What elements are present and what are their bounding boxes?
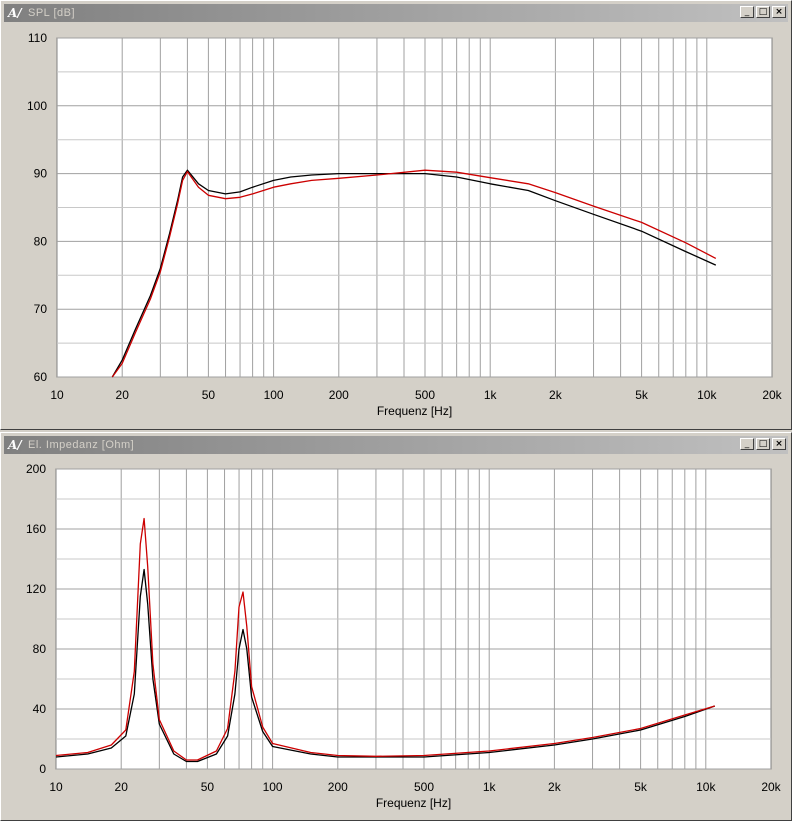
x-tick-label: 5k — [634, 780, 648, 794]
x-axis-label: Frequenz [Hz] — [376, 796, 451, 810]
impedance-titlebar[interactable]: A/ El. Impedanz [Ohm] _ □ × — [4, 436, 788, 454]
x-tick-label: 20k — [762, 388, 782, 402]
x-tick-label: 2k — [548, 780, 562, 794]
x-tick-label: 10 — [49, 780, 63, 794]
minimize-button[interactable]: _ — [740, 438, 754, 450]
spl-titlebar[interactable]: A/ SPL [dB] _ □ × — [4, 4, 788, 22]
y-tick-label: 120 — [26, 582, 46, 596]
grid — [56, 468, 771, 770]
impedance-window-title: El. Impedanz [Ohm] — [28, 439, 135, 451]
minimize-button[interactable]: _ — [740, 6, 754, 18]
spl-window: A/ SPL [dB] _ □ × 110 100 90 80 70 60 10 20 50 10… — [0, 0, 792, 430]
x-axis-label: Frequenz [Hz] — [377, 404, 452, 418]
x-tick-label: 100 — [264, 388, 284, 402]
x-tick-label: 10k — [696, 780, 716, 794]
app-logo-icon: A/ — [8, 438, 22, 452]
x-tick-label: 200 — [328, 780, 348, 794]
app-logo-icon: A/ — [8, 6, 22, 20]
y-tick-label: 160 — [26, 522, 46, 536]
x-tick-label: 1k — [484, 388, 498, 402]
y-tick-label: 0 — [39, 762, 46, 776]
series-line-black — [55, 568, 716, 763]
series-line-red — [111, 169, 717, 378]
y-tick-label: 40 — [33, 702, 47, 716]
maximize-button[interactable]: □ — [756, 6, 770, 18]
y-tick-label: 90 — [34, 167, 48, 181]
x-tick-label: 20 — [116, 388, 130, 402]
series-line-red — [55, 517, 715, 761]
close-button[interactable]: × — [772, 6, 786, 18]
x-tick-label: 20k — [761, 780, 781, 794]
grid — [57, 37, 772, 378]
x-tick-label: 20 — [115, 780, 129, 794]
x-tick-label: 500 — [414, 780, 434, 794]
impedance-window: A/ El. Impedanz [Ohm] _ □ × 200 160 120 80 4… — [0, 432, 792, 821]
y-tick-label: 110 — [28, 31, 47, 45]
x-tick-label: 200 — [329, 388, 349, 402]
y-tick-label: 80 — [33, 642, 47, 656]
x-tick-label: 50 — [201, 780, 215, 794]
y-tick-label: 60 — [34, 370, 48, 384]
spl-window-title: SPL [dB] — [28, 7, 76, 19]
x-tick-label: 5k — [635, 388, 649, 402]
y-tick-label: 70 — [34, 302, 48, 316]
x-tick-label: 50 — [202, 388, 216, 402]
maximize-button[interactable]: □ — [756, 438, 770, 450]
y-tick-label: 100 — [27, 99, 47, 113]
y-tick-label: 80 — [34, 234, 48, 248]
x-tick-label: 500 — [415, 388, 435, 402]
x-tick-label: 100 — [263, 780, 283, 794]
impedance-chart: 200 160 120 80 40 010 20 50 100 200 500 1k 2k 5k 10k 20… — [26, 462, 782, 810]
x-tick-label: 10k — [697, 388, 717, 402]
x-tick-label: 2k — [549, 388, 563, 402]
y-tick-label: 200 — [26, 462, 46, 476]
x-tick-label: 1k — [483, 780, 497, 794]
x-tick-label: 10 — [50, 388, 64, 402]
close-button[interactable]: × — [772, 438, 786, 450]
series-line-black — [111, 169, 717, 378]
